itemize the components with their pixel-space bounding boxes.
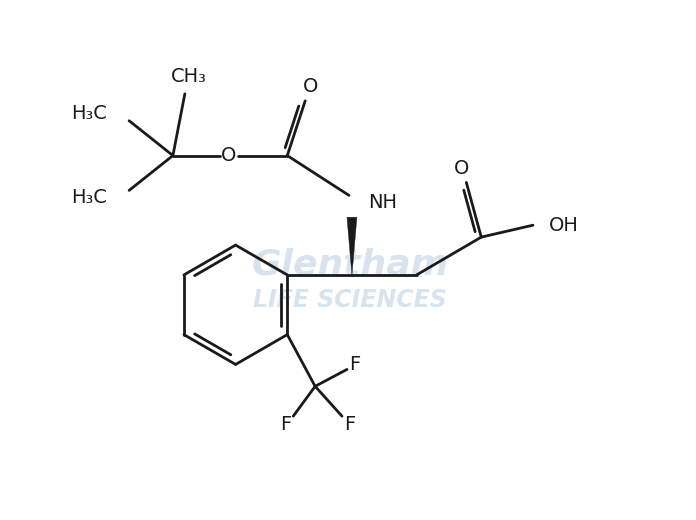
Text: H₃C: H₃C <box>72 188 107 207</box>
Polygon shape <box>347 217 357 275</box>
Text: O: O <box>454 159 469 178</box>
Text: O: O <box>303 77 318 96</box>
Text: NH: NH <box>368 193 397 212</box>
Text: F: F <box>345 414 356 434</box>
Text: O: O <box>221 146 236 165</box>
Text: CH₃: CH₃ <box>171 68 207 86</box>
Text: F: F <box>280 414 291 434</box>
Text: LIFE SCIENCES: LIFE SCIENCES <box>253 288 447 312</box>
Text: F: F <box>349 355 361 374</box>
Text: Glentham: Glentham <box>251 248 449 282</box>
Text: OH: OH <box>549 216 579 235</box>
Text: H₃C: H₃C <box>72 105 107 123</box>
